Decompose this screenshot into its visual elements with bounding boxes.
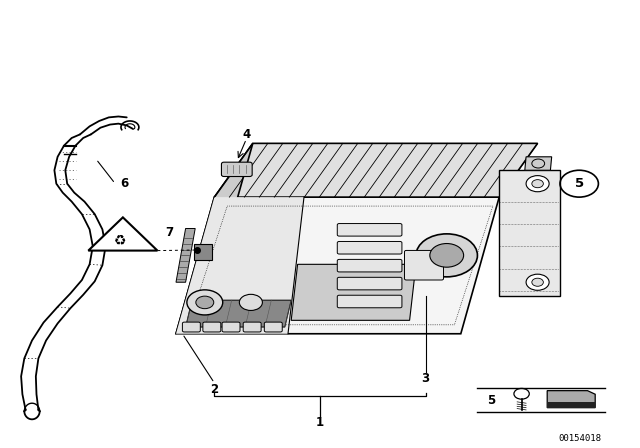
Text: 5: 5 [575,177,584,190]
Text: 7: 7 [166,226,173,240]
FancyBboxPatch shape [337,259,402,272]
FancyBboxPatch shape [337,277,402,290]
FancyBboxPatch shape [182,322,200,332]
Polygon shape [88,217,157,250]
Polygon shape [176,228,195,282]
FancyBboxPatch shape [264,322,282,332]
FancyBboxPatch shape [337,295,402,308]
Text: 00154018: 00154018 [559,434,602,443]
FancyBboxPatch shape [337,241,402,254]
Circle shape [187,290,223,315]
Polygon shape [547,402,595,408]
Circle shape [532,278,543,286]
Polygon shape [214,143,538,197]
Text: 4: 4 [243,128,250,141]
Circle shape [526,274,549,290]
FancyBboxPatch shape [221,162,252,177]
Text: ♻: ♻ [113,233,126,248]
FancyBboxPatch shape [203,322,221,332]
FancyBboxPatch shape [337,224,402,236]
Circle shape [196,296,214,309]
Text: 6: 6 [121,177,129,190]
Polygon shape [186,300,291,327]
Polygon shape [176,197,499,334]
FancyBboxPatch shape [194,244,212,260]
Text: 1: 1 [316,416,324,429]
Polygon shape [176,143,253,334]
Circle shape [532,180,543,188]
FancyBboxPatch shape [404,250,444,280]
Polygon shape [525,157,552,170]
Circle shape [239,294,262,310]
Polygon shape [291,264,416,320]
Text: 5: 5 [487,393,495,407]
Text: 2: 2 [211,383,218,396]
Polygon shape [499,170,560,296]
Circle shape [416,234,477,277]
FancyBboxPatch shape [222,322,240,332]
Text: 3: 3 [422,372,429,385]
FancyBboxPatch shape [243,322,261,332]
Polygon shape [176,197,304,334]
Circle shape [526,176,549,192]
Circle shape [430,244,463,267]
Polygon shape [547,391,595,408]
